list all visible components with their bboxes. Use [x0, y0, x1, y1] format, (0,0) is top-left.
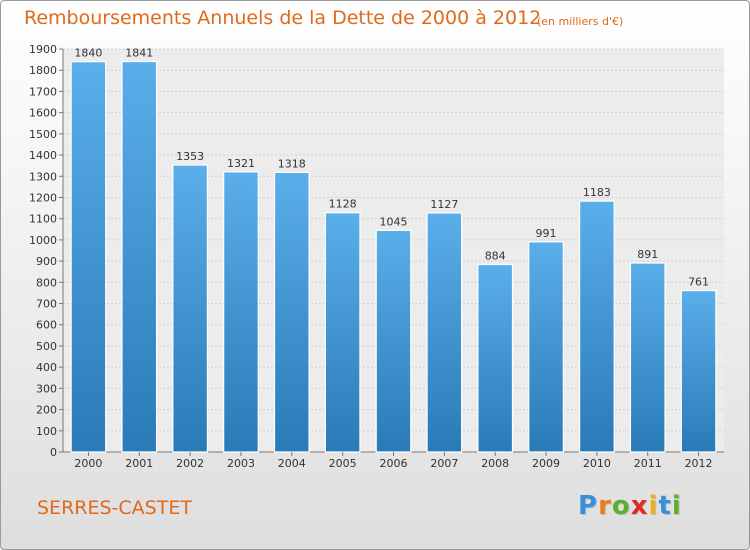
- x-tick-label: 2004: [278, 457, 306, 470]
- chart-title: Remboursements Annuels de la Dette de 20…: [24, 7, 542, 29]
- y-tick-label: 1100: [29, 213, 57, 226]
- x-tick-label: 2008: [481, 457, 509, 470]
- x-tick-label: 2009: [532, 457, 560, 470]
- bar-value-label: 884: [485, 249, 506, 262]
- y-tick-label: 1800: [29, 64, 57, 77]
- bar-value-label: 1841: [125, 47, 153, 60]
- y-tick-label: 1400: [29, 149, 57, 162]
- logo-letter: i: [648, 491, 659, 521]
- x-tick-label: 2003: [227, 457, 255, 470]
- logo-letter: P: [578, 491, 599, 521]
- bar: [70, 61, 107, 453]
- y-tick-label: 800: [36, 276, 57, 289]
- y-tick-label: 1700: [29, 85, 57, 98]
- bar: [528, 241, 564, 453]
- logo-letter: t: [658, 491, 672, 521]
- logo-letter: r: [598, 491, 612, 521]
- bar-value-label: 891: [637, 248, 658, 261]
- x-tick-label: 2001: [125, 457, 153, 470]
- bar: [223, 171, 259, 453]
- bar: [477, 263, 514, 453]
- proxiti-logo: Proxiti: [578, 491, 682, 521]
- x-tick-label: 2006: [380, 457, 408, 470]
- bar: [680, 289, 717, 453]
- bar: [426, 212, 463, 453]
- bar-value-label: 991: [536, 227, 557, 240]
- bar-value-label: 1128: [329, 198, 357, 211]
- bar: [375, 229, 412, 453]
- y-tick-label: 600: [36, 319, 57, 332]
- bar-value-label: 1183: [583, 186, 611, 199]
- commune-name: SERRES-CASTET: [37, 497, 192, 519]
- bar: [629, 262, 666, 453]
- y-tick-label: 200: [36, 404, 57, 417]
- y-tick-label: 900: [36, 255, 57, 268]
- bar: [578, 200, 615, 453]
- y-tick-label: 1200: [29, 191, 57, 204]
- y-tick-label: 400: [36, 361, 57, 374]
- y-tick-label: 700: [36, 298, 57, 311]
- x-tick-label: 2010: [583, 457, 611, 470]
- y-tick-label: 1900: [29, 43, 57, 56]
- x-tick-label: 2012: [685, 457, 713, 470]
- x-tick-label: 2007: [430, 457, 458, 470]
- y-tick-label: 1300: [29, 170, 57, 183]
- bar: [172, 164, 209, 453]
- x-tick-label: 2011: [634, 457, 662, 470]
- bar: [273, 171, 310, 453]
- bar-value-label: 1318: [278, 157, 306, 170]
- logo-letter: o: [611, 491, 631, 521]
- y-tick-label: 100: [36, 425, 57, 438]
- x-tick-label: 2000: [74, 457, 102, 470]
- bar: [121, 60, 158, 453]
- y-tick-label: 300: [36, 382, 57, 395]
- y-tick-label: 1600: [29, 107, 57, 120]
- logo-letter: x: [630, 491, 649, 521]
- logo-letter: i: [671, 491, 682, 521]
- y-tick-label: 0: [50, 446, 57, 459]
- bar-value-label: 761: [688, 276, 709, 289]
- x-tick-label: 2002: [176, 457, 204, 470]
- y-tick-label: 500: [36, 340, 57, 353]
- y-tick-label: 1000: [29, 234, 57, 247]
- bar: [324, 212, 361, 453]
- bar-value-label: 1321: [227, 157, 255, 170]
- x-tick-label: 2005: [329, 457, 357, 470]
- chart-subtitle: (en milliers d'€): [537, 15, 624, 28]
- bar-value-label: 1353: [176, 150, 204, 163]
- bar-value-label: 1127: [430, 198, 458, 211]
- bar-value-label: 1840: [74, 47, 102, 60]
- bar-value-label: 1045: [380, 215, 408, 228]
- y-tick-label: 1500: [29, 128, 57, 141]
